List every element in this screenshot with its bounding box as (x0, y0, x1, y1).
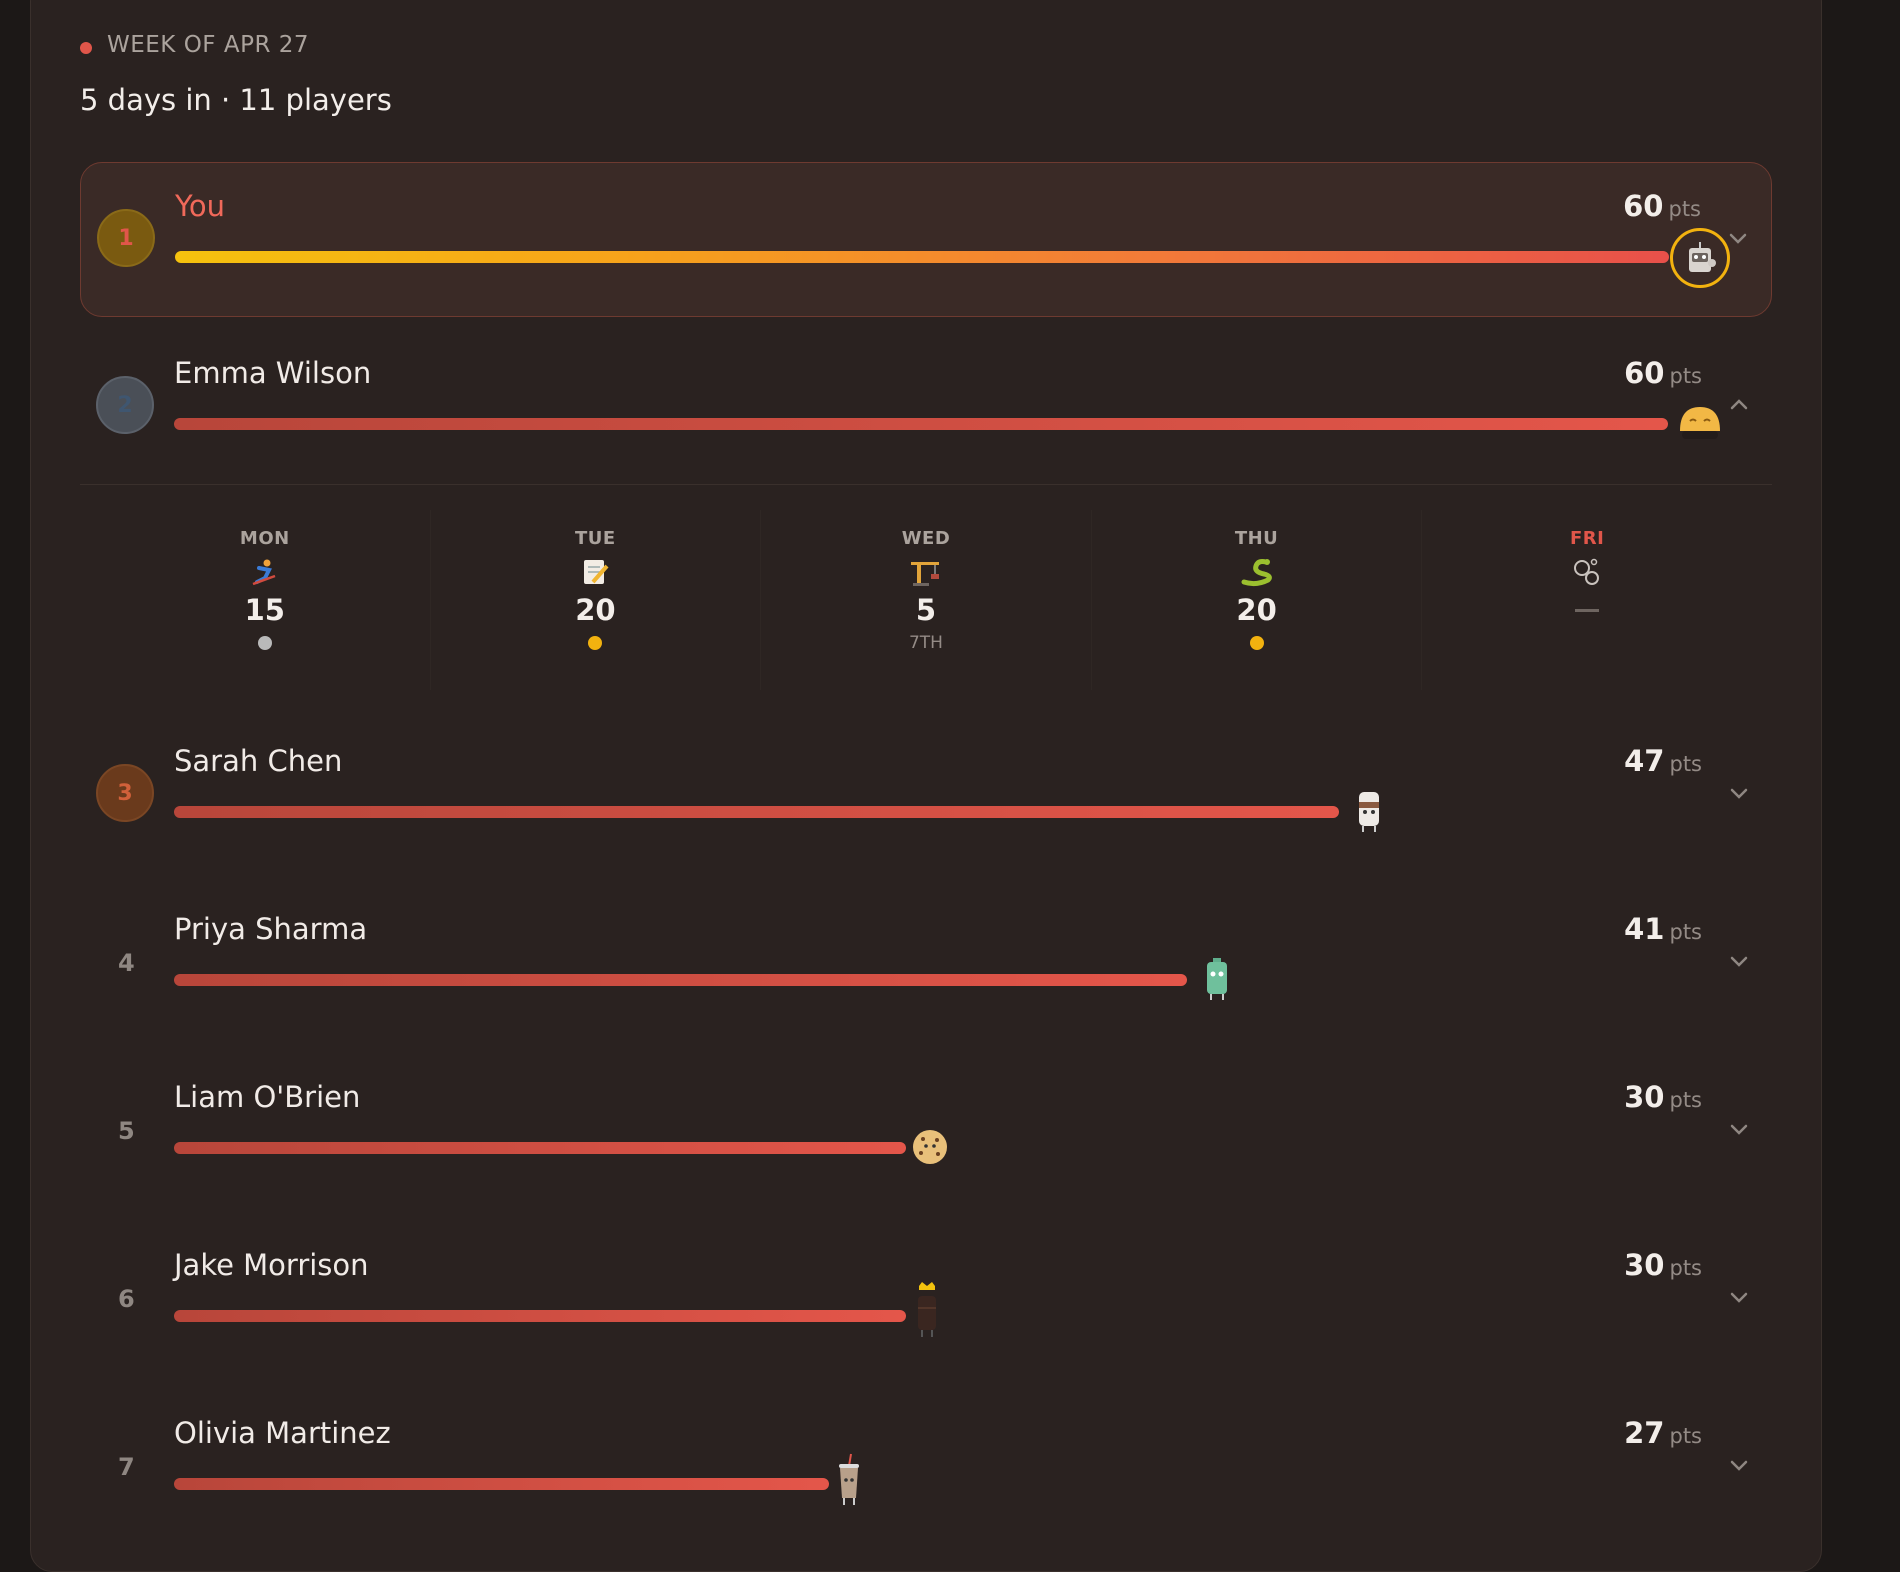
day-score: 5 (915, 593, 937, 627)
progress-bar (175, 251, 1669, 263)
skier-icon (100, 555, 430, 589)
leaderboard-row[interactable]: 5 Liam O'Brien 30 pts (80, 1054, 1772, 1209)
player-name: Jake Morrison (174, 1248, 369, 1282)
silver-medal-icon (100, 631, 430, 655)
bubbles-icon (1422, 555, 1752, 589)
leaderboard-subtitle: 5 days in · 11 players (80, 83, 392, 117)
dumpling-icon (1675, 398, 1725, 448)
live-indicator-dot (80, 42, 92, 54)
chevron-down-icon[interactable] (1728, 950, 1750, 972)
chevron-down-icon[interactable] (1728, 1118, 1750, 1140)
player-points: 27 pts (1624, 1416, 1702, 1450)
player-points: 30 pts (1624, 1080, 1702, 1114)
day-label: THU (1234, 528, 1279, 549)
progress-bar (174, 1478, 829, 1490)
crane-icon (761, 555, 1091, 589)
chevron-down-icon[interactable] (1728, 1286, 1750, 1308)
player-name: Sarah Chen (174, 744, 343, 778)
day-label: TUE (575, 528, 616, 549)
rank-number: 6 (118, 1285, 135, 1313)
battery-icon (1192, 954, 1242, 1004)
week-label: WEEK OF APR 27 (107, 32, 310, 58)
progress-bar (174, 974, 1187, 986)
day-cell-wed: WED 5 7TH (761, 510, 1092, 690)
day-score: 15 (244, 593, 285, 627)
rank-number: 4 (118, 949, 135, 977)
player-name: Emma Wilson (174, 356, 372, 390)
rank-badge-silver: 2 (96, 376, 154, 434)
leaderboard-row[interactable]: 7 Olivia Martinez 27 pts (80, 1390, 1772, 1545)
day-cell-tue: TUE 20 (431, 510, 762, 690)
player-points: 41 pts (1624, 912, 1702, 946)
day-score: 20 (1236, 593, 1277, 627)
player-name: Priya Sharma (174, 912, 368, 946)
day-cell-fri: FRI (1422, 510, 1752, 690)
rank-badge-bronze: 3 (96, 764, 154, 822)
leaderboard-row[interactable]: 3 Sarah Chen 47 pts (80, 718, 1772, 873)
gold-medal-icon (431, 631, 761, 655)
progress-bar (174, 418, 1668, 430)
day-rank: 7TH (908, 633, 943, 653)
marshmallow-icon (1344, 786, 1394, 836)
chevron-down-icon[interactable] (1727, 227, 1749, 249)
day-label: FRI (1569, 528, 1605, 549)
gold-medal-icon (1092, 631, 1422, 655)
row-divider (80, 484, 1772, 485)
player-name: Liam O'Brien (174, 1080, 361, 1114)
day-score: 20 (575, 593, 616, 627)
player-points: 30 pts (1624, 1248, 1702, 1282)
leaderboard-row[interactable]: 4 Priya Sharma 41 pts (80, 886, 1772, 1041)
rank-badge-gold: 1 (97, 209, 155, 267)
player-name: You (175, 189, 225, 223)
progress-bar (174, 1310, 906, 1322)
chevron-down-icon[interactable] (1728, 1454, 1750, 1476)
cup-icon (824, 1450, 874, 1510)
player-points: 60 pts (1624, 356, 1702, 390)
memo-icon (431, 555, 761, 589)
player-points: 47 pts (1624, 744, 1702, 778)
leaderboard-row-you[interactable]: 1 You 60 pts (80, 162, 1772, 317)
progress-bar (174, 806, 1339, 818)
rank-number: 5 (118, 1117, 135, 1145)
snake-icon (1092, 555, 1422, 589)
chevron-up-icon[interactable] (1728, 394, 1750, 416)
day-label: WED (901, 528, 951, 549)
chevron-down-icon[interactable] (1728, 782, 1750, 804)
daily-breakdown: MON 15 TUE 20 WED 5 7TH THU 20 FRI (100, 510, 1752, 690)
player-points: 60 pts (1623, 189, 1701, 223)
player-name: Olivia Martinez (174, 1416, 391, 1450)
robot-icon (1670, 228, 1730, 288)
leaderboard-row[interactable]: 2 Emma Wilson 60 pts (80, 330, 1772, 485)
leaderboard-row[interactable]: 6 Jake Morrison 30 pts (80, 1222, 1772, 1377)
day-cell-thu: THU 20 (1092, 510, 1423, 690)
progress-bar (174, 1142, 906, 1154)
day-label: MON (239, 528, 290, 549)
no-score-dash (1575, 609, 1600, 612)
chocolate-king-icon (902, 1280, 952, 1340)
rank-number: 7 (118, 1453, 135, 1481)
cookie-icon (905, 1122, 955, 1172)
day-cell-mon: MON 15 (100, 510, 431, 690)
